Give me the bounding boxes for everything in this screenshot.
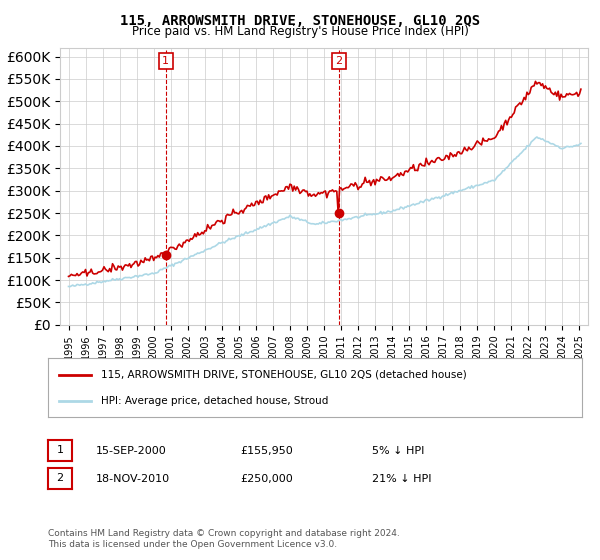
Text: HPI: Average price, detached house, Stroud: HPI: Average price, detached house, Stro…: [101, 396, 329, 406]
Text: 15-SEP-2000: 15-SEP-2000: [96, 446, 167, 456]
Text: 2: 2: [56, 473, 64, 483]
Text: Price paid vs. HM Land Registry's House Price Index (HPI): Price paid vs. HM Land Registry's House …: [131, 25, 469, 38]
Text: 115, ARROWSMITH DRIVE, STONEHOUSE, GL10 2QS: 115, ARROWSMITH DRIVE, STONEHOUSE, GL10 …: [120, 14, 480, 28]
Text: 21% ↓ HPI: 21% ↓ HPI: [372, 474, 431, 484]
Text: Contains HM Land Registry data © Crown copyright and database right 2024.
This d: Contains HM Land Registry data © Crown c…: [48, 529, 400, 549]
Text: 1: 1: [162, 56, 169, 66]
Text: 5% ↓ HPI: 5% ↓ HPI: [372, 446, 424, 456]
Text: 1: 1: [56, 445, 64, 455]
Text: 2: 2: [335, 56, 343, 66]
Text: 18-NOV-2010: 18-NOV-2010: [96, 474, 170, 484]
Text: 115, ARROWSMITH DRIVE, STONEHOUSE, GL10 2QS (detached house): 115, ARROWSMITH DRIVE, STONEHOUSE, GL10 …: [101, 370, 467, 380]
Text: £155,950: £155,950: [240, 446, 293, 456]
Text: £250,000: £250,000: [240, 474, 293, 484]
